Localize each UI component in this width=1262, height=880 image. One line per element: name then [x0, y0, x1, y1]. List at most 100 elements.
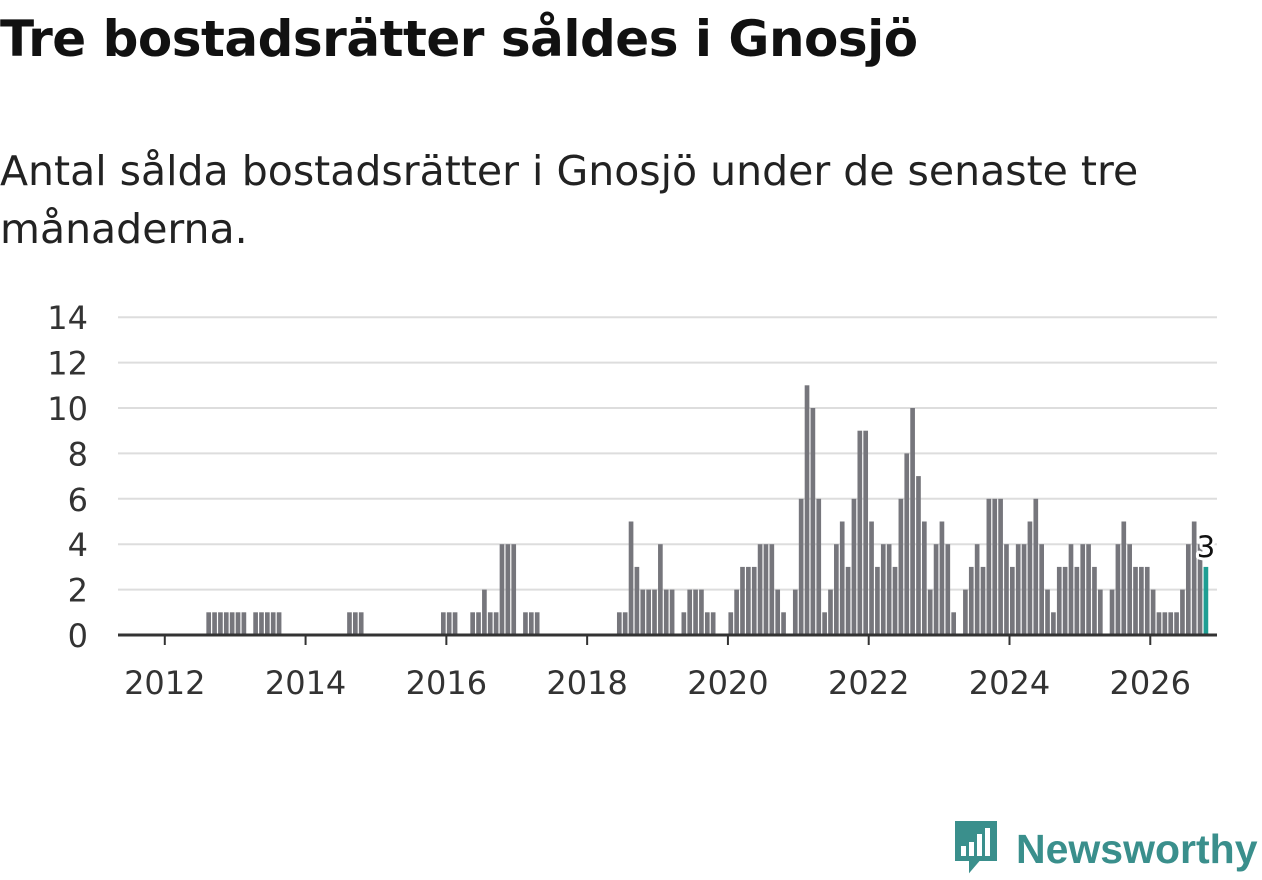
bar: [634, 566, 640, 635]
bar: [446, 612, 452, 635]
bar: [910, 408, 915, 635]
bar: [663, 589, 669, 635]
bar: [839, 521, 845, 635]
bar: [845, 566, 851, 635]
bar: [963, 589, 968, 635]
bar: [511, 544, 517, 635]
bar: [851, 498, 857, 635]
bar: [740, 566, 745, 635]
bar: [1021, 544, 1027, 635]
bar: [1185, 544, 1191, 635]
bar: [1027, 521, 1033, 635]
bar: [622, 612, 628, 635]
bar: [933, 544, 939, 635]
y-tick-label: 4: [68, 526, 88, 564]
bar: [1045, 589, 1050, 635]
bar: [1086, 544, 1091, 635]
x-tick-label: 2018: [546, 664, 627, 702]
bar: [658, 544, 663, 635]
bar: [980, 566, 986, 635]
bar: [1168, 612, 1174, 635]
bar: [757, 544, 763, 635]
bar: [212, 612, 217, 635]
bar: [992, 498, 998, 635]
bar: [353, 612, 358, 635]
grid-lines: [118, 316, 1217, 591]
bar: [470, 612, 475, 635]
bar: [534, 612, 540, 635]
bar: [1062, 566, 1068, 635]
bar: [857, 430, 863, 635]
bar: [206, 612, 212, 635]
bar: [1127, 544, 1132, 635]
bar: [804, 385, 810, 635]
bar: [1139, 566, 1144, 635]
bar: [1033, 498, 1039, 635]
chart-title: Tre bostadsrätter såldes i Gnosjö: [0, 10, 918, 68]
bar: [763, 544, 769, 635]
bar: [241, 612, 247, 635]
bar: [229, 612, 235, 635]
bar: [875, 566, 880, 635]
bar: [1092, 566, 1097, 635]
bar: [945, 544, 951, 635]
bar: [1015, 544, 1021, 635]
y-tick-label: 10: [47, 390, 88, 428]
x-tick-label: 2024: [969, 664, 1050, 702]
newsworthy-logo[interactable]: Newsworthy: [950, 818, 1258, 880]
x-tick-label: 2014: [265, 664, 346, 702]
bar: [1115, 544, 1121, 635]
bar: [922, 521, 927, 635]
chart-subtitle: Antal sålda bostadsrätter i Gnosjö under…: [0, 147, 1139, 253]
bar: [974, 544, 980, 635]
bar: [728, 612, 734, 635]
bar-highlight: [1203, 566, 1209, 635]
bar: [476, 612, 481, 635]
bar: [616, 612, 622, 635]
bar: [781, 612, 786, 635]
data-label-halo: 3: [1197, 530, 1215, 564]
bar: [523, 612, 528, 635]
bar: [898, 498, 904, 635]
data-label: 3: [1197, 530, 1215, 564]
bar: [493, 612, 499, 635]
bar: [646, 589, 651, 635]
bar: [1156, 612, 1162, 635]
bar: [951, 612, 957, 635]
bar: [1180, 589, 1185, 635]
bar: [1133, 566, 1138, 635]
bar: [347, 612, 352, 635]
newsworthy-logo-icon: [953, 819, 999, 879]
bar: [1162, 612, 1168, 635]
bar: [499, 544, 505, 635]
bar: [916, 476, 921, 635]
bar: [358, 612, 364, 635]
bar: [939, 521, 945, 635]
bar: [1074, 566, 1080, 635]
bar: [1068, 544, 1074, 635]
bar: [886, 544, 892, 635]
bar: [1150, 589, 1156, 635]
bar: [487, 612, 493, 635]
bar: [276, 612, 282, 635]
bar: [904, 453, 910, 635]
bar: [1010, 566, 1015, 635]
bar: [652, 589, 657, 635]
bar: [505, 544, 511, 635]
y-tick-label: 6: [68, 481, 88, 519]
bar: [270, 612, 276, 635]
bar: [1039, 544, 1044, 635]
bar: [892, 566, 898, 635]
bar: [822, 612, 827, 635]
bar: [869, 521, 874, 635]
bar: [769, 544, 775, 635]
bar: [528, 612, 534, 635]
bar: [828, 589, 833, 635]
bar: [223, 612, 229, 635]
bar: [1174, 612, 1179, 635]
y-tick-label: 12: [47, 345, 88, 383]
axes: [118, 633, 1217, 645]
y-tick-label: 0: [68, 617, 88, 655]
bar: [1191, 521, 1197, 635]
y-tick-label: 8: [68, 435, 88, 473]
